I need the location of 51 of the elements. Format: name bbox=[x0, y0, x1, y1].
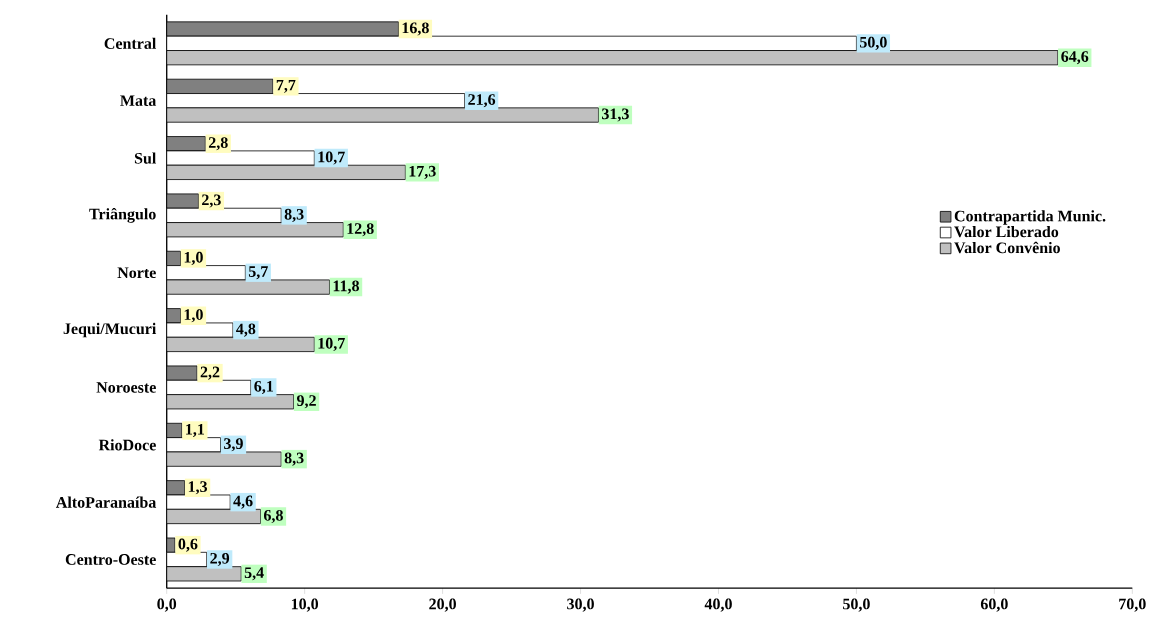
y-tick-label: RioDoce bbox=[98, 439, 156, 451]
data-label: 9,2 bbox=[297, 395, 316, 409]
data-label: 4,6 bbox=[233, 495, 253, 509]
y-tick-label: Mata bbox=[120, 95, 157, 106]
data-label: 1,0 bbox=[184, 309, 203, 323]
data-label: 2,2 bbox=[200, 366, 220, 380]
data-label: 21,6 bbox=[468, 94, 496, 108]
data-label: 6,8 bbox=[264, 509, 283, 523]
data-label: 5,7 bbox=[248, 266, 268, 280]
data-label: 17,3 bbox=[409, 165, 436, 179]
x-tick-label: 10,0 bbox=[291, 598, 319, 612]
legend-label: Valor Convênio bbox=[954, 241, 1060, 254]
data-label: 1,1 bbox=[186, 423, 204, 437]
data-label: 1,0 bbox=[184, 251, 203, 265]
data-label: 4,8 bbox=[236, 323, 256, 337]
data-label: 10,7 bbox=[318, 337, 345, 351]
data-label: 3,9 bbox=[224, 438, 243, 452]
x-tick-label: 60,0 bbox=[980, 598, 1008, 612]
y-tick-label: Norte bbox=[117, 267, 156, 278]
x-tick-label: 50,0 bbox=[843, 598, 870, 612]
data-label: 11,8 bbox=[333, 280, 360, 294]
data-label: 10,7 bbox=[318, 151, 345, 165]
data-label: 64,6 bbox=[1061, 51, 1089, 65]
y-tick-label: Noroeste bbox=[96, 382, 156, 393]
x-tick-label: 0,0 bbox=[157, 598, 177, 612]
data-label: 7,7 bbox=[276, 79, 296, 93]
y-tick-label: AltoParanaíba bbox=[55, 496, 157, 508]
data-label: 6,1 bbox=[254, 380, 273, 394]
data-label: 16,8 bbox=[402, 22, 429, 36]
x-tick-label: 40,0 bbox=[704, 598, 732, 612]
y-tick-label: Sul bbox=[134, 152, 157, 164]
data-label: 8,3 bbox=[284, 208, 304, 222]
y-tick-label: Centro-Oeste bbox=[65, 554, 156, 565]
data-label: 5,4 bbox=[244, 567, 264, 581]
data-label: 8,3 bbox=[284, 452, 304, 466]
legend-label: Contrapartida Munic. bbox=[954, 210, 1106, 225]
x-tick-label: 30,0 bbox=[567, 598, 594, 612]
x-tick-label: 20,0 bbox=[429, 598, 456, 612]
data-label: 0,6 bbox=[178, 538, 198, 552]
data-label: 2,8 bbox=[208, 137, 228, 151]
data-label: 2,9 bbox=[210, 552, 230, 566]
data-label: 31,3 bbox=[602, 108, 629, 122]
data-label: 1,3 bbox=[188, 481, 208, 495]
data-label: 12,8 bbox=[347, 223, 374, 237]
data-label: 2,3 bbox=[202, 194, 221, 208]
y-tick-label: Triângulo bbox=[89, 207, 156, 223]
y-tick-label: Jequi/Mucuri bbox=[63, 322, 157, 338]
legend-label: Valor Liberado bbox=[954, 225, 1059, 238]
data-label: 50,0 bbox=[860, 36, 887, 50]
y-tick-label: Central bbox=[104, 37, 157, 49]
x-tick-label: 70,0 bbox=[1119, 598, 1146, 612]
